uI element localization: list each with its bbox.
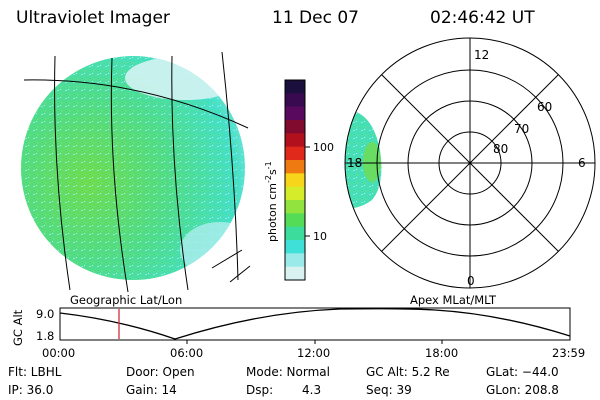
geographic-grid — [23, 51, 251, 293]
mlt-label-12: 12 — [474, 48, 489, 62]
timeline-y-tick-max: 9.0 — [36, 307, 54, 321]
colorbar-band — [285, 106, 305, 121]
colorbar-label-10: 10 — [313, 230, 327, 243]
geographic-panel-label: Geographic Lat/Lon — [70, 293, 182, 307]
colorbar-frame — [284, 79, 306, 281]
timeline-x-tick: 12:00 — [297, 346, 330, 360]
geographic-latitude: GLat: −44.0 — [486, 365, 559, 379]
timeline-x-tick: 06:00 — [170, 346, 203, 360]
mode-status: Mode: Normal — [246, 365, 330, 379]
observation-date: 11 Dec 07 — [272, 8, 359, 28]
colorbar-band — [285, 240, 305, 254]
mlt-label-6: 6 — [578, 156, 586, 170]
auroral-core — [363, 142, 381, 182]
imager-title: Ultraviolet Imager — [16, 8, 170, 28]
colorbar-band — [285, 186, 305, 201]
colorbar-unit: photon cm-2s-1 — [264, 161, 279, 242]
gain-status: Gain: 14 — [126, 383, 177, 397]
polar-plot: 12 18 6 0 60 70 80 — [344, 37, 596, 289]
geographic-longitude: GLon: 208.8 — [486, 383, 559, 397]
timeline-y-tick-min: 1.8 — [36, 329, 54, 343]
sequence-status: Seq: 39 — [366, 383, 412, 397]
parallel-line — [23, 79, 249, 129]
meridian-line — [54, 55, 71, 291]
gc-altitude-status: GC Alt: 5.2 Re — [366, 365, 450, 379]
colorbar-band — [285, 160, 305, 174]
colorbar-band — [285, 146, 305, 161]
colorbar-band — [285, 213, 305, 228]
mlat-label-60: 60 — [537, 100, 552, 114]
colorbar-band — [285, 133, 305, 148]
parallel-line — [229, 265, 251, 283]
colorbar-band — [285, 120, 305, 134]
colorbar-band — [285, 80, 305, 94]
altitude-curve — [59, 308, 571, 340]
apex-panel-label: Apex MLat/MLT — [410, 293, 497, 307]
observation-time: 02:46:42 UT — [430, 8, 535, 28]
dsp-value: 4.3 — [302, 383, 322, 397]
ip-status: IP: 36.0 — [8, 383, 54, 397]
mlat-label-70: 70 — [514, 122, 529, 136]
globe-dim-region-lower — [180, 222, 245, 278]
timeline-x-tick: 00:00 — [42, 346, 75, 360]
timeline-axis-title: GC Alt — [11, 309, 25, 346]
colorbar — [285, 80, 305, 281]
filter-status: Flt: LBHL — [8, 365, 62, 379]
colorbar-band — [285, 93, 305, 108]
colorbar-band — [285, 253, 305, 268]
timeline-x-tick: 23:59 — [552, 346, 585, 360]
timeline-frame — [59, 307, 571, 341]
door-status: Door: Open — [126, 365, 195, 379]
mlt-label-0: 0 — [467, 274, 475, 288]
colorbar-band — [285, 226, 305, 241]
parallel-line — [211, 249, 243, 269]
altitude-timeline: 9.0 1.8 GC Alt 00:00 06:00 12:00 18:00 2… — [11, 307, 585, 360]
globe-dim-region — [125, 56, 245, 100]
meridian-line — [171, 55, 189, 291]
colorbar-band — [285, 173, 305, 188]
colorbar-label-100: 100 — [313, 141, 334, 154]
mlt-label-18: 18 — [347, 156, 362, 170]
colorbar-band — [285, 200, 305, 214]
geographic-image — [21, 51, 251, 293]
mlat-label-80: 80 — [493, 142, 508, 156]
polar-diagonal — [381, 74, 559, 252]
timeline-x-tick: 18:00 — [425, 346, 458, 360]
colorbar-band — [285, 266, 305, 281]
dsp-label: Dsp: — [246, 383, 274, 397]
